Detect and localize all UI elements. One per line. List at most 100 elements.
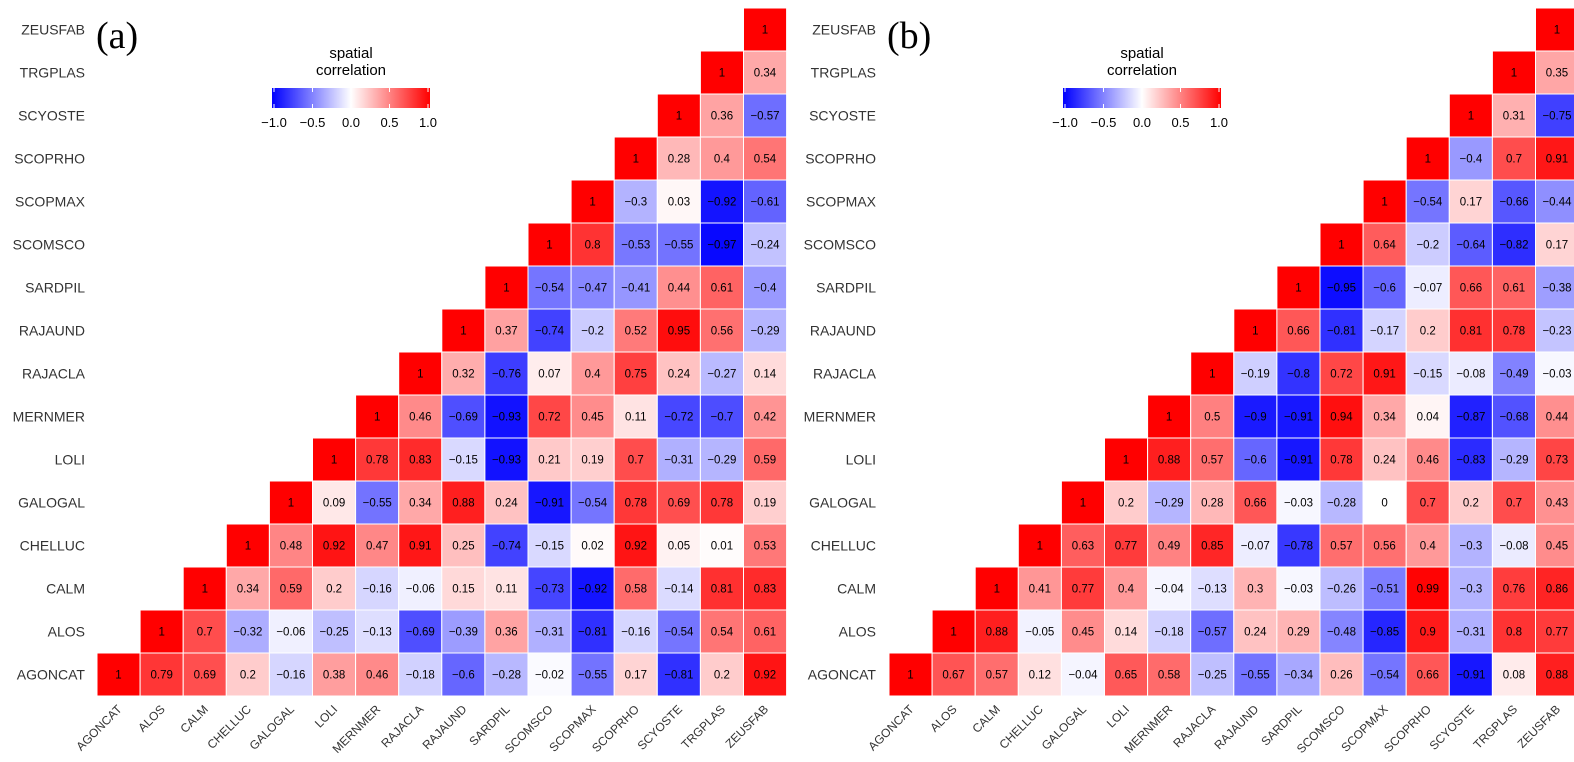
heatmap-cell	[139, 609, 184, 654]
heatmap-cell	[1104, 437, 1149, 482]
heatmap-cell	[1060, 480, 1106, 525]
cell-value-label: 0.17	[1460, 197, 1482, 209]
cell-value-label: −0.31	[1456, 627, 1485, 639]
heatmap-cell	[1448, 351, 1493, 396]
panel-letter: (a)	[96, 15, 138, 57]
heatmap-cell	[743, 265, 788, 310]
legend-tick-label: −1.0	[261, 115, 287, 130]
heatmap-cell	[570, 566, 615, 611]
heatmap-cell	[312, 609, 357, 654]
row-label: RAJAUND	[19, 323, 85, 339]
row-label: ZEUSFAB	[21, 22, 85, 38]
legend-tick-label: 0.0	[1133, 115, 1151, 130]
cell-value-label: 0.88	[452, 498, 474, 510]
heatmap-cell	[1491, 179, 1537, 224]
cell-value-label: −0.47	[578, 283, 607, 295]
cell-value-label: −0.92	[707, 197, 736, 209]
cell-value-label: −0.15	[535, 541, 564, 553]
column-label: SCOPRHO	[589, 702, 642, 755]
heatmap-cell	[1319, 222, 1364, 267]
cell-value-label: −0.54	[578, 498, 608, 510]
cell-value-label: 0.47	[366, 541, 388, 553]
legend-tick-label: 0.0	[342, 115, 360, 130]
cell-value-label: −0.81	[578, 627, 607, 639]
cell-value-label: −0.95	[1327, 283, 1356, 295]
cell-value-label: 0.9	[1420, 627, 1436, 639]
cell-value-label: −0.06	[276, 627, 305, 639]
heatmap-cell	[182, 609, 227, 654]
cell-value-label: −0.41	[621, 283, 650, 295]
cell-value-label: −0.29	[1499, 455, 1528, 467]
cell-value-label: 0.78	[1330, 455, 1352, 467]
cell-value-label: 0.2	[714, 670, 730, 682]
heatmap-cell	[570, 179, 615, 224]
cell-value-label: 1	[1123, 455, 1129, 467]
heatmap-cell	[699, 50, 745, 95]
cell-value-label: 0.56	[711, 326, 733, 338]
cell-value-label: 0.53	[754, 541, 776, 553]
cell-value-label: 0.07	[538, 369, 560, 381]
row-label: GALOGAL	[809, 495, 876, 511]
cell-value-label: −0.54	[1370, 670, 1400, 682]
heatmap-cell	[1319, 566, 1364, 611]
heatmap-cell	[613, 652, 658, 697]
column-label: CALM	[177, 702, 210, 735]
cell-value-label: 0.12	[1029, 670, 1051, 682]
cell-value-label: 0.88	[1546, 670, 1568, 682]
cell-value-label: 0.05	[668, 541, 690, 553]
heatmap-cell	[1535, 93, 1574, 138]
cell-value-label: −0.38	[1542, 283, 1571, 295]
cell-value-label: 0.56	[1373, 541, 1395, 553]
cell-value-label: 0.65	[1115, 670, 1137, 682]
cell-value-label: 1	[1252, 326, 1258, 338]
heatmap-panel-a: 1 0.79 0.69 0.2 −0.16 0.38 0.46 −0.18 −0.6 −0.28 −…	[13, 7, 788, 756]
heatmap-cell	[398, 480, 443, 525]
cell-value-label: 0.66	[1417, 670, 1439, 682]
row-label: CHELLUC	[811, 538, 876, 554]
cell-value-label: 0.08	[1503, 670, 1525, 682]
cell-value-label: 0.76	[1503, 584, 1525, 596]
heatmap-cell	[613, 523, 658, 568]
cell-value-label: 0.17	[625, 670, 647, 682]
cell-value-label: 0.28	[668, 154, 690, 166]
cell-value-label: −0.44	[1542, 197, 1572, 209]
column-label: TRGPLAS	[1471, 702, 1521, 752]
cell-value-label: 0.73	[1546, 455, 1568, 467]
heatmap-cell	[1491, 394, 1537, 439]
row-label: ALOS	[48, 624, 85, 640]
cell-value-label: −0.3	[624, 197, 647, 209]
heatmap-cell	[1276, 351, 1321, 396]
cell-value-label: 0.21	[538, 455, 560, 467]
cell-value-label: 0.58	[625, 584, 647, 596]
heatmap-cell	[1491, 480, 1537, 525]
heatmap-cell	[1190, 437, 1235, 482]
heatmap-cell	[743, 93, 788, 138]
heatmap-cell	[570, 480, 615, 525]
legend-tick-label: −0.5	[300, 115, 326, 130]
legend-tick-label: 0.5	[1171, 115, 1189, 130]
cell-value-label: 0.34	[237, 584, 260, 596]
heatmap-cell	[441, 652, 486, 697]
row-label: ALOS	[839, 624, 876, 640]
cell-value-label: −0.14	[664, 584, 694, 596]
column-label: ALOS	[927, 702, 960, 735]
cell-value-label: −0.18	[1155, 627, 1184, 639]
cell-value-label: 0.61	[754, 627, 776, 639]
heatmap-cell	[613, 308, 658, 353]
heatmap-cell	[1147, 437, 1192, 482]
cell-value-label: 0.24	[1373, 455, 1396, 467]
column-label: AGONCAT	[865, 702, 917, 754]
heatmap-cell	[931, 609, 976, 654]
heatmap-cell	[656, 609, 701, 654]
cell-value-label: −0.07	[1241, 541, 1270, 553]
heatmap-cell	[1491, 50, 1537, 95]
column-label: RAJAUND	[1211, 702, 1261, 752]
cell-value-label: 0.78	[711, 498, 733, 510]
heatmap-cell	[1319, 609, 1364, 654]
cell-value-label: −0.7	[711, 412, 734, 424]
heatmap-cell	[656, 480, 701, 525]
cell-value-label: −0.28	[1327, 498, 1356, 510]
cell-value-label: 0.24	[668, 369, 691, 381]
heatmap-cell	[1233, 437, 1278, 482]
cell-value-label: 1	[1554, 25, 1560, 37]
